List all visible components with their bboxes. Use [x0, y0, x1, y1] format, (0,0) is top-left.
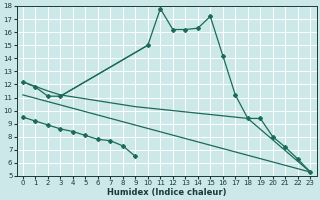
X-axis label: Humidex (Indice chaleur): Humidex (Indice chaleur): [107, 188, 226, 197]
